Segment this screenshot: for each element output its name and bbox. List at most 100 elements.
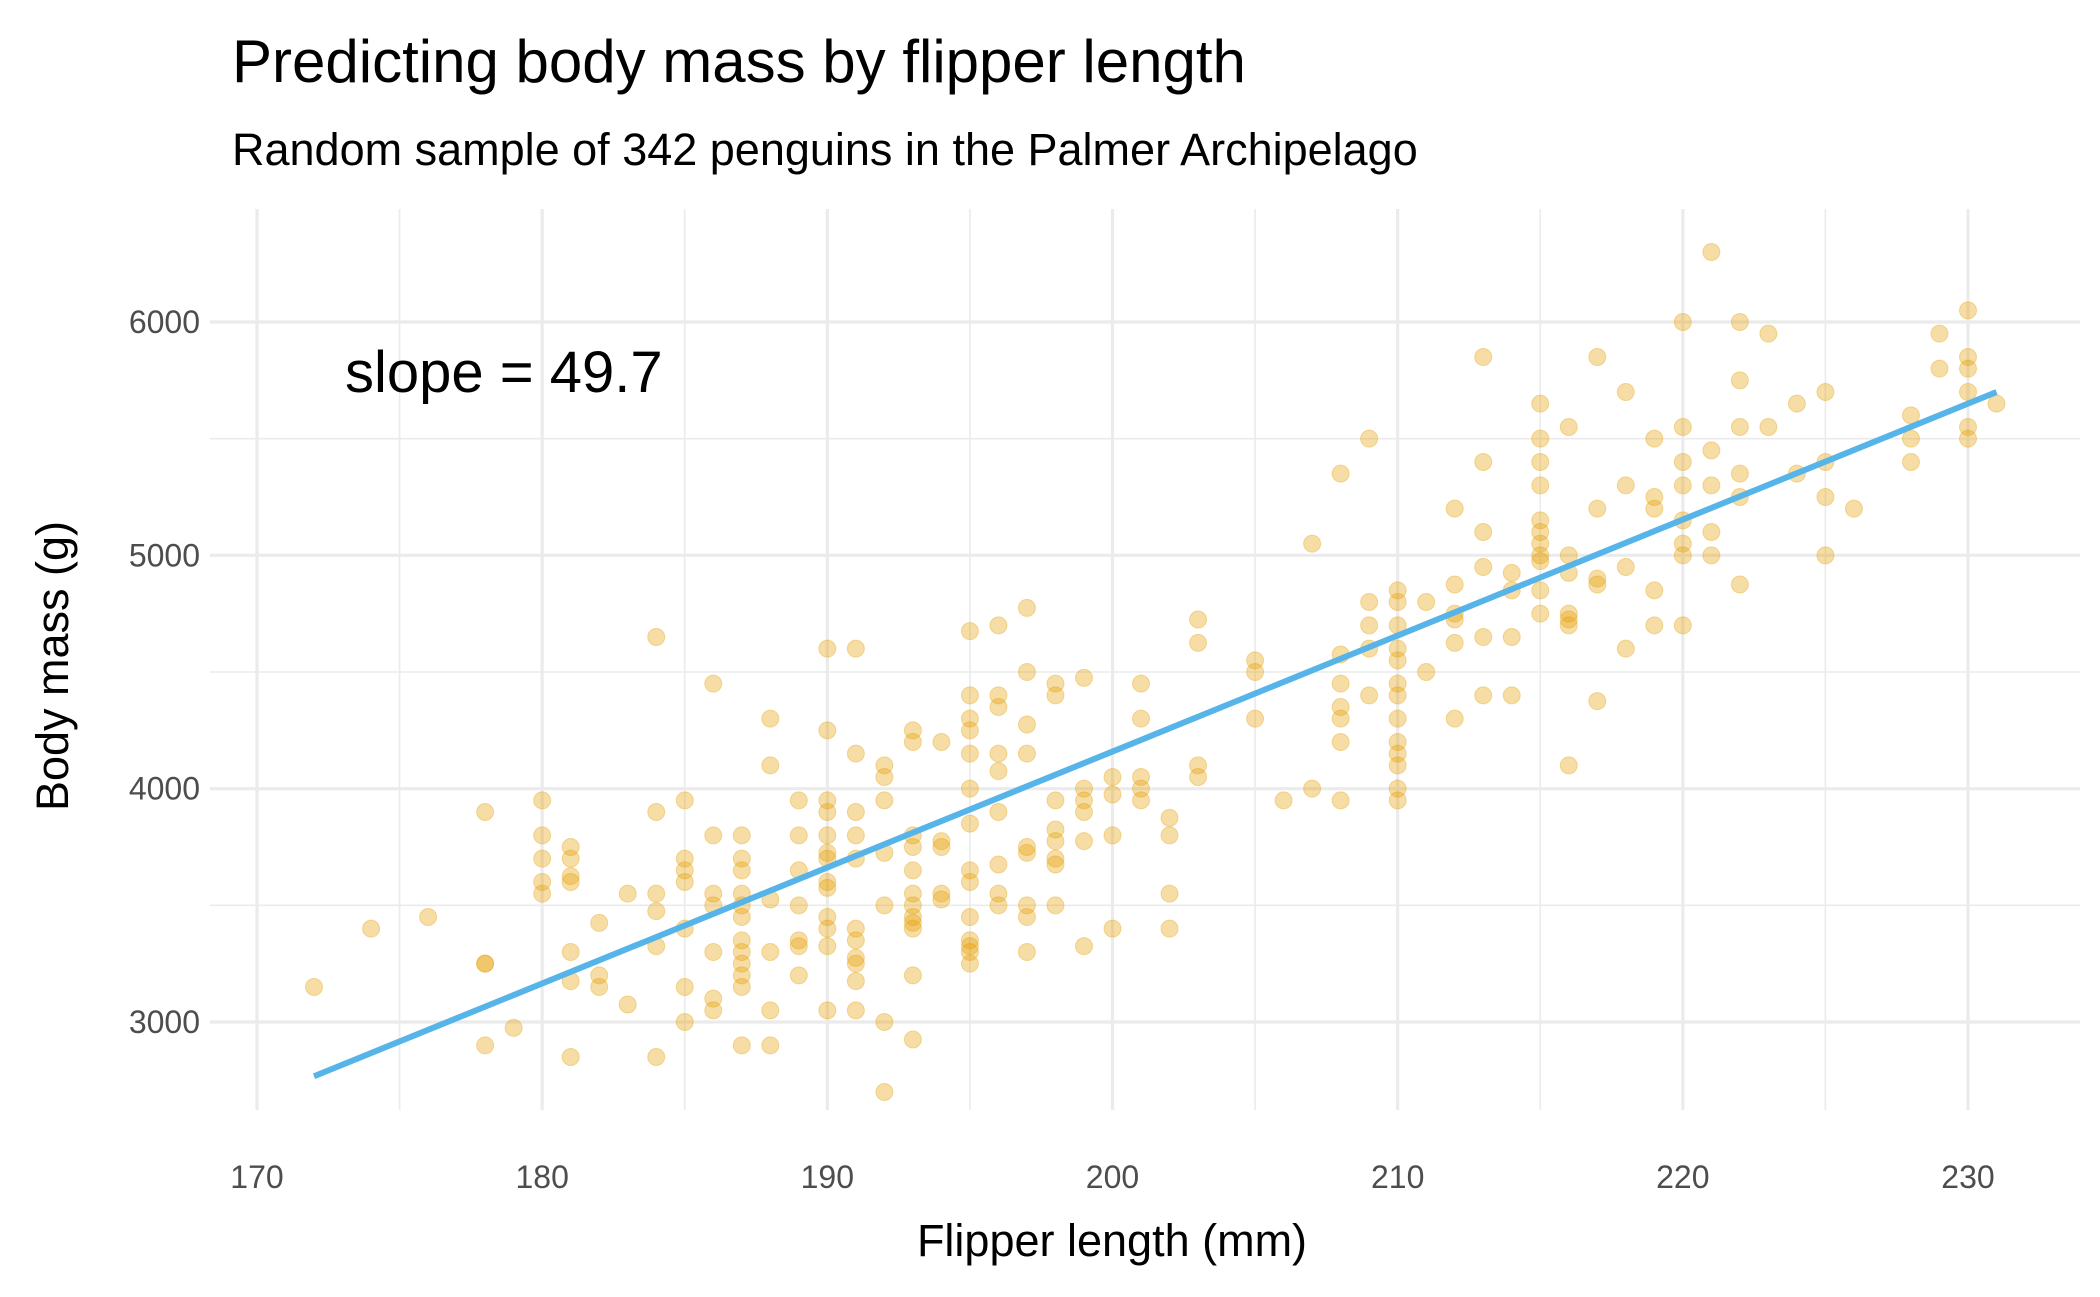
data-point <box>1160 884 1179 903</box>
data-point <box>846 744 865 763</box>
data-point <box>1388 686 1407 705</box>
data-point <box>1303 534 1322 553</box>
slope-annotation: slope = 49.7 <box>345 340 663 405</box>
data-point <box>903 919 922 938</box>
data-point <box>732 849 751 868</box>
data-point <box>533 826 552 845</box>
data-point <box>1673 546 1692 565</box>
data-point <box>1645 616 1664 635</box>
data-point <box>761 1001 780 1020</box>
data-point <box>1388 791 1407 810</box>
data-point <box>1246 709 1265 728</box>
data-point <box>1959 418 1977 436</box>
data-point <box>533 849 552 868</box>
data-point <box>903 908 922 926</box>
data-point <box>761 1036 780 1055</box>
data-point <box>561 1048 580 1066</box>
data-point <box>732 826 751 845</box>
data-point <box>1189 633 1208 652</box>
gridlines <box>210 209 2080 1110</box>
data-point <box>989 855 1008 874</box>
data-point <box>1559 604 1578 623</box>
x-tick-label: 170 <box>230 1159 283 1195</box>
data-point <box>1559 756 1578 775</box>
data-point <box>732 954 751 973</box>
data-point <box>1673 453 1692 471</box>
data-point <box>533 791 552 810</box>
data-point <box>1074 779 1093 798</box>
data-point <box>647 628 666 646</box>
data-point <box>732 861 751 880</box>
data-point <box>1360 429 1379 448</box>
data-point <box>1388 593 1407 611</box>
data-point <box>1046 674 1065 693</box>
data-point <box>875 1083 894 1101</box>
data-point <box>1730 313 1749 331</box>
data-point <box>362 919 381 938</box>
data-point <box>618 995 637 1014</box>
data-point <box>1074 791 1093 810</box>
data-point <box>1246 663 1265 681</box>
data-point <box>1360 686 1379 705</box>
data-point <box>1787 394 1806 413</box>
data-point <box>561 873 580 891</box>
data-point <box>1702 441 1721 460</box>
data-point <box>1331 464 1350 483</box>
data-point <box>1588 569 1607 588</box>
data-point <box>1331 791 1350 810</box>
data-point <box>960 908 979 926</box>
data-point <box>818 937 837 956</box>
data-point <box>960 931 979 950</box>
x-axis-ticks: 170 180 190 200 210 220 230 <box>230 1159 1994 1195</box>
data-point <box>960 709 979 728</box>
data-point <box>1645 488 1664 506</box>
data-point <box>989 803 1008 821</box>
data-point <box>1702 243 1721 261</box>
data-point <box>1189 756 1208 775</box>
data-point <box>1930 359 1949 378</box>
data-point <box>932 733 951 751</box>
y-tick-label: 3000 <box>129 1004 200 1040</box>
data-point <box>1417 593 1436 611</box>
data-point <box>903 966 922 985</box>
data-point <box>732 943 751 961</box>
data-point <box>675 849 694 868</box>
data-point <box>647 1048 666 1066</box>
data-point <box>875 768 894 786</box>
data-point <box>1474 348 1493 366</box>
data-point <box>704 884 723 903</box>
data-point <box>476 803 495 821</box>
data-point <box>761 709 780 728</box>
x-tick-label: 190 <box>801 1159 854 1195</box>
data-point <box>1616 383 1635 401</box>
data-point <box>1987 394 2006 413</box>
data-point <box>903 733 922 751</box>
data-point <box>1331 709 1350 728</box>
data-point <box>1588 692 1607 711</box>
data-point <box>704 1001 723 1020</box>
data-point <box>1445 633 1464 652</box>
data-points <box>305 243 2006 1101</box>
data-point <box>1816 488 1835 506</box>
data-point <box>960 779 979 798</box>
data-point <box>1103 768 1122 786</box>
data-point <box>1531 534 1550 553</box>
data-point <box>1017 715 1036 734</box>
data-point <box>1730 464 1749 483</box>
data-point <box>1017 744 1036 763</box>
data-point <box>846 972 865 991</box>
data-point <box>1388 651 1407 670</box>
data-point <box>761 943 780 961</box>
data-point <box>1645 499 1664 518</box>
data-point <box>1616 558 1635 576</box>
data-point <box>1103 785 1122 804</box>
data-point <box>1132 768 1151 786</box>
data-point <box>1959 429 1977 448</box>
data-point <box>1616 476 1635 495</box>
data-point <box>903 838 922 856</box>
data-point <box>875 791 894 810</box>
data-point <box>1673 418 1692 436</box>
data-point <box>1417 663 1436 681</box>
data-point <box>1673 476 1692 495</box>
